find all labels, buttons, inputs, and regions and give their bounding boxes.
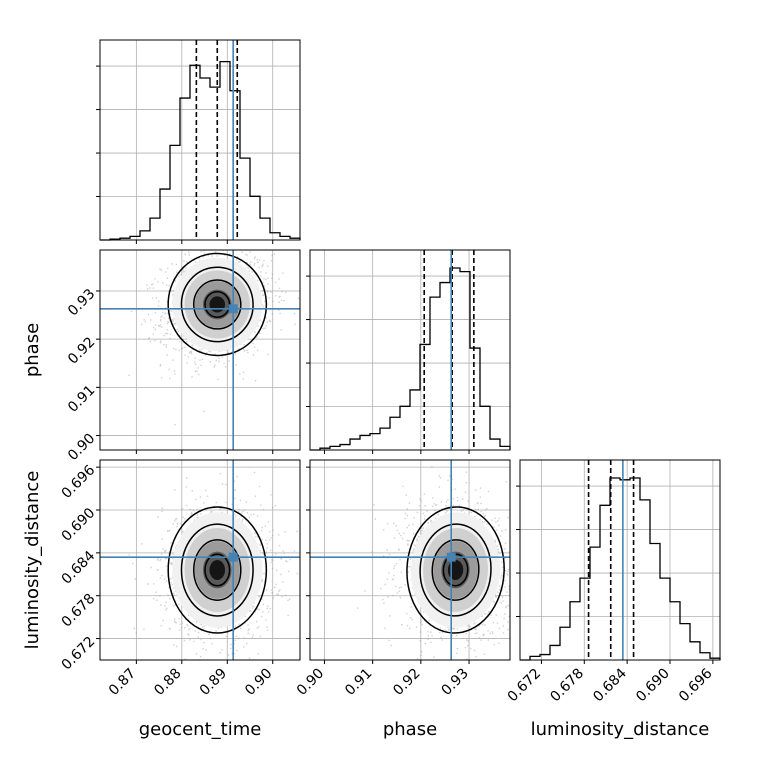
histogram-step	[310, 267, 511, 451]
histogram-step	[100, 60, 301, 241]
x-tick-label: 0.89	[197, 666, 230, 699]
y-tick-label: 0.90	[65, 431, 98, 464]
contour-line	[180, 266, 254, 343]
panel-frame	[309, 459, 511, 661]
ylabel-luminosity-distance: luminosity_distance	[22, 471, 43, 650]
panel-frame	[519, 459, 721, 661]
panel-content	[100, 250, 300, 450]
x-tick-label: 0.93	[439, 666, 472, 699]
truth-marker	[228, 552, 238, 562]
x-tick-label: 0.684	[590, 665, 630, 705]
scatter-panel-geocent_time-phase: 0.90 0.91 0.92 0.93	[65, 249, 301, 464]
y-tick-label: 0.684	[59, 548, 99, 588]
contour-line	[406, 506, 505, 634]
panels-layer: 0.672 0.678 0.684 0.690 0.6960.900.910.920.9…	[59, 39, 721, 706]
x-tick-label: 0.696	[676, 665, 716, 705]
y-tick-label: 0.690	[59, 505, 99, 545]
x-tick-label: 0.88	[151, 666, 184, 699]
contour-line	[167, 252, 268, 357]
axis-labels-layer: geocent_time phase luminosity_distance p…	[22, 323, 709, 740]
contour-line	[442, 553, 469, 587]
scatter-panel-phase-luminosity_distance: 0.90 0.91 0.92 0.93	[294, 459, 511, 699]
hist-panel-luminosity_distance: 0.672 0.678 0.684 0.690 0.696	[505, 459, 721, 706]
x-tick-label: 0.87	[106, 666, 139, 699]
contour-line	[204, 553, 231, 587]
x-tick-label: 0.92	[390, 666, 423, 699]
y-tick-label: 0.92	[65, 334, 98, 367]
panel-frame	[99, 459, 301, 661]
histogram-step	[520, 477, 721, 661]
y-tick-label: 0.93	[65, 286, 98, 319]
panel-content	[310, 460, 510, 660]
contour-line	[167, 506, 268, 634]
contour-line	[193, 539, 242, 601]
y-tick-label: 0.696	[59, 462, 99, 502]
panel-frame	[99, 39, 301, 241]
truth-marker	[228, 304, 238, 314]
contour-line	[419, 523, 492, 617]
y-tick-label: 0.91	[65, 382, 98, 415]
panel-content	[100, 460, 300, 660]
x-tick-label: 0.91	[342, 666, 375, 699]
contour-line	[192, 279, 242, 330]
xlabel-luminosity-distance: luminosity_distance	[531, 719, 710, 740]
panel-frame	[309, 249, 511, 451]
x-tick-label: 0.672	[505, 666, 545, 706]
xlabel-phase: phase	[383, 719, 437, 740]
density-level	[209, 560, 226, 580]
hist-panel-phase	[306, 249, 511, 454]
y-tick-label: 0.678	[59, 591, 99, 631]
contour-line	[431, 539, 480, 601]
ylabel-phase: phase	[22, 323, 43, 377]
x-tick-label: 0.90	[242, 666, 275, 699]
panel-frame	[99, 249, 301, 451]
contour-line	[204, 290, 231, 318]
x-tick-label: 0.90	[294, 666, 327, 699]
x-tick-label: 0.690	[633, 666, 673, 706]
x-tick-label: 0.678	[547, 666, 587, 706]
hist-panel-geocent_time	[96, 39, 301, 244]
truth-marker	[446, 552, 456, 562]
xlabel-geocent-time: geocent_time	[139, 719, 262, 740]
contour-line	[180, 523, 254, 617]
y-tick-label: 0.672	[59, 634, 99, 674]
